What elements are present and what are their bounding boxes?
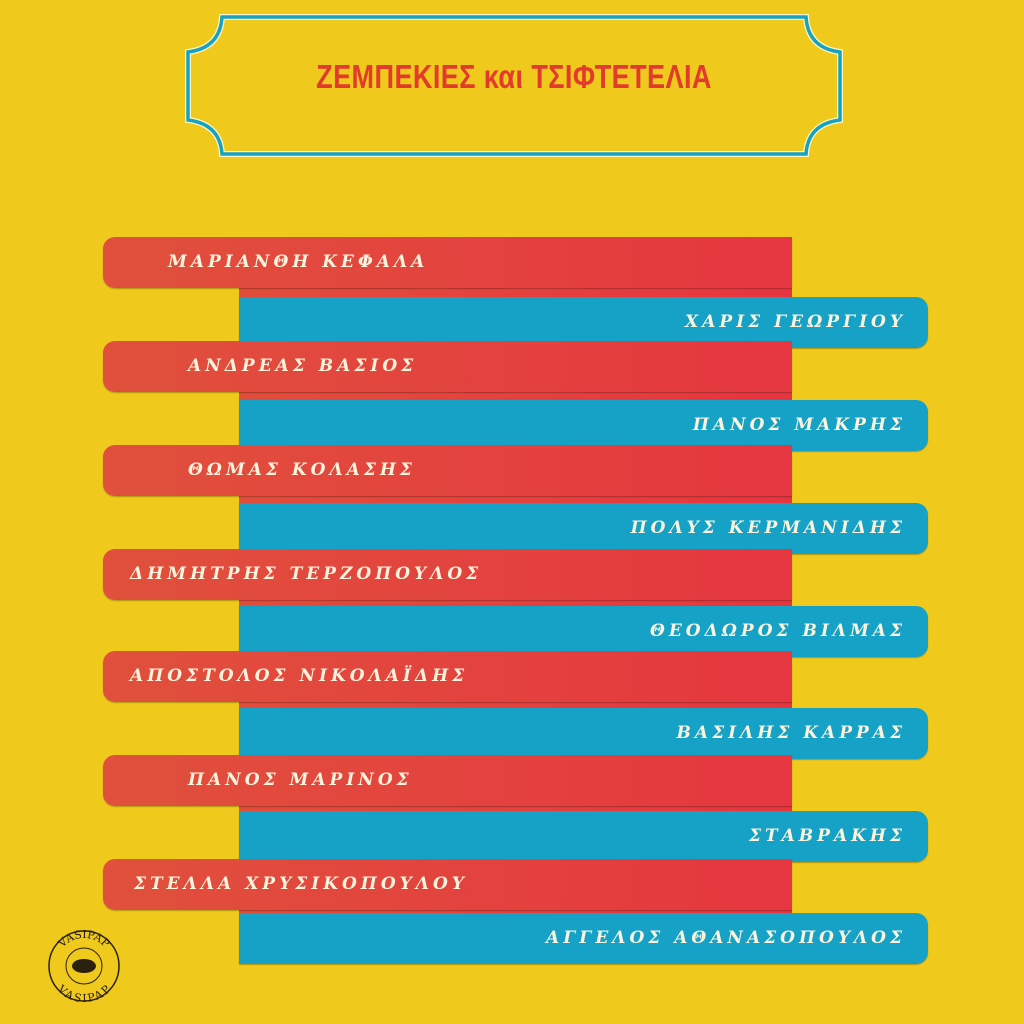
title-frame	[185, 14, 843, 157]
artist-name: ΜΑΡΙΑΝΘΗ ΚΕΦΑΛΑ	[168, 252, 429, 272]
artist-bar-red: ΠΑΝΟΣ ΜΑΡΙΝΟΣ	[103, 755, 792, 806]
artist-name: ΣΤΕΛΛΑ ΧΡΥΣΙΚΟΠΟΥΛΟΥ	[134, 874, 468, 894]
artist-name: ΔΗΜΗΤΡΗΣ ΤΕΡΖΟΠΟΥΛΟΣ	[130, 564, 483, 584]
artist-bar-red: ΑΝΔΡΕΑΣ ΒΑΣΙΟΣ	[103, 341, 792, 392]
svg-text:VASIPAP: VASIPAP	[55, 928, 113, 951]
artist-name: ΠΑΝΟΣ ΜΑΡΙΝΟΣ	[188, 770, 413, 790]
artist-name: ΘΩΜΑΣ ΚΟΛΑΣΗΣ	[188, 460, 416, 480]
logo-text-bottom: VASIPAP	[54, 982, 113, 1004]
artist-name: ΠΟΛΥΣ ΚΕΡΜΑΝΙΔΗΣ	[630, 518, 906, 538]
artist-bar-red: ΜΑΡΙΑΝΘΗ ΚΕΦΑΛΑ	[103, 237, 792, 288]
artist-bar-blue: ΘΕΟΔΩΡΟΣ ΒΙΛΜΑΣ	[239, 606, 928, 657]
artist-bar-blue: ΠΑΝΟΣ ΜΑΚΡΗΣ	[239, 400, 928, 451]
artist-name: ΣΤΑΒΡΑΚΗΣ	[748, 826, 906, 846]
artist-name: ΘΕΟΔΩΡΟΣ ΒΙΛΜΑΣ	[650, 621, 906, 641]
artist-name: ΑΓΓΕΛΟΣ ΑΘΑΝΑΣΟΠΟΥΛΟΣ	[546, 928, 906, 948]
artist-name: ΧΑΡΙΣ ΓΕΩΡΓΙΟΥ	[685, 312, 906, 332]
artist-bar-red: ΘΩΜΑΣ ΚΟΛΑΣΗΣ	[103, 445, 792, 496]
artist-bar-red: ΔΗΜΗΤΡΗΣ ΤΕΡΖΟΠΟΥΛΟΣ	[103, 549, 792, 600]
artist-bar-blue: ΒΑΣΙΛΗΣ ΚΑΡΡΑΣ	[239, 708, 928, 759]
artist-name: ΑΝΔΡΕΑΣ ΒΑΣΙΟΣ	[188, 356, 418, 376]
artist-bar-blue: ΧΑΡΙΣ ΓΕΩΡΓΙΟΥ	[239, 297, 928, 348]
svg-text:VASIPAP: VASIPAP	[54, 982, 113, 1004]
artist-bar-blue: ΣΤΑΒΡΑΚΗΣ	[239, 811, 928, 862]
artist-name: ΒΑΣΙΛΗΣ ΚΑΡΡΑΣ	[676, 723, 906, 743]
artist-name: ΠΑΝΟΣ ΜΑΚΡΗΣ	[692, 415, 906, 435]
artist-bar-blue: ΑΓΓΕΛΟΣ ΑΘΑΝΑΣΟΠΟΥΛΟΣ	[239, 913, 928, 964]
vasipap-logo: VASIPAP VASIPAP	[48, 928, 120, 1004]
artist-bar-red: ΑΠΟΣΤΟΛΟΣ ΝΙΚΟΛΑΪΔΗΣ	[103, 651, 792, 702]
artist-bar-red: ΣΤΕΛΛΑ ΧΡΥΣΙΚΟΠΟΥΛΟΥ	[103, 859, 792, 910]
album-title: ΖΕΜΠΕΚΙΕΣ και ΤΣΙΦΤΕΤΕΛΙΑ	[316, 58, 712, 95]
logo-text-top: VASIPAP	[55, 928, 113, 951]
artist-name: ΑΠΟΣΤΟΛΟΣ ΝΙΚΟΛΑΪΔΗΣ	[130, 666, 469, 686]
artist-bar-blue: ΠΟΛΥΣ ΚΕΡΜΑΝΙΔΗΣ	[239, 503, 928, 554]
